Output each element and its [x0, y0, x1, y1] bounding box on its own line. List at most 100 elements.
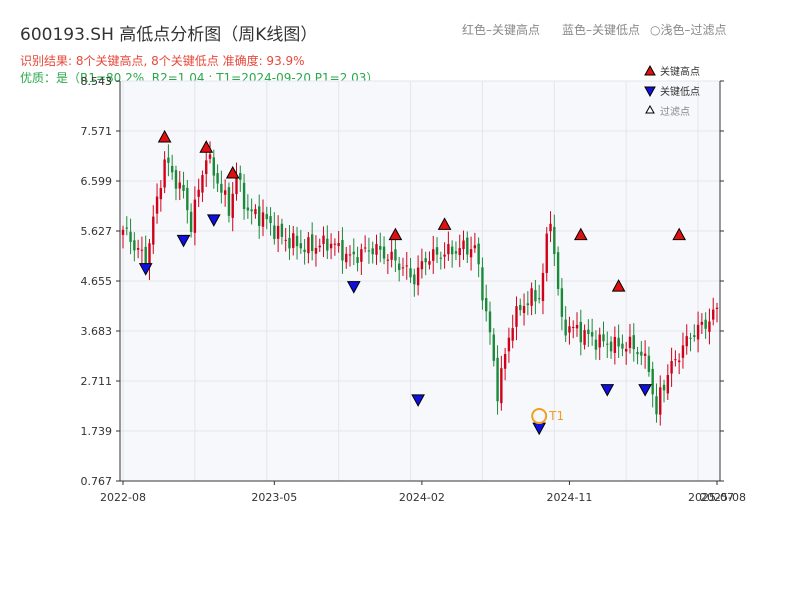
legend-low-icon: [644, 86, 656, 98]
candle-body: [526, 303, 530, 306]
candle-body: [712, 309, 715, 320]
candle-body: [704, 319, 707, 329]
candle-body: [136, 248, 140, 250]
candle-body: [382, 246, 386, 259]
hint-blue-low: 蓝色–关键低点: [562, 23, 641, 37]
legend-filtered-label: 过滤点: [660, 105, 690, 118]
candle-body: [295, 235, 299, 247]
candle-body: [613, 336, 617, 353]
candle-body: [587, 329, 590, 335]
x-tick-label: 2024-02: [399, 491, 445, 504]
candle-body: [261, 212, 265, 227]
chart-title: 600193.SH 高低点分析图（周K线图）: [20, 25, 318, 45]
candle-body: [303, 249, 306, 253]
candle-body: [685, 336, 688, 347]
candle-body: [197, 189, 200, 197]
candle-body: [700, 321, 704, 325]
candle-body: [640, 351, 643, 356]
candle-body: [193, 199, 197, 233]
candle-body: [212, 157, 216, 176]
candle-body: [284, 239, 287, 241]
candle-body: [174, 170, 178, 189]
candle-body: [624, 348, 628, 352]
candle-body: [485, 298, 488, 312]
candle-body: [231, 193, 234, 218]
candle-body: [133, 240, 136, 251]
candle-body: [598, 334, 601, 348]
candle-body: [568, 326, 571, 333]
candle-body: [507, 337, 511, 352]
candle-body: [155, 196, 159, 214]
hint-red-high: 红色–关键高点: [462, 23, 541, 37]
y-tick-label: 6.599: [81, 175, 113, 188]
key-high-marker: [611, 279, 626, 292]
candle-body: [553, 226, 556, 254]
key-high-marker: [573, 227, 588, 241]
candle-body: [121, 229, 125, 235]
candle-body: [530, 288, 533, 306]
y-tick-label: 2.711: [81, 375, 113, 388]
key-high-marker: [199, 140, 214, 153]
candle-body: [307, 237, 310, 254]
candle-body: [708, 321, 711, 332]
candle-body: [227, 187, 231, 216]
key-high-marker: [437, 217, 452, 230]
candle-body: [693, 335, 696, 338]
t1-marker: [531, 408, 548, 425]
candle-body: [326, 238, 329, 251]
candle-body: [643, 353, 647, 356]
candle-body: [636, 352, 639, 355]
candle-body: [280, 223, 284, 237]
key-low-marker: [600, 384, 615, 397]
candle-body: [299, 243, 303, 249]
candle-body: [186, 187, 189, 211]
candle-body: [674, 359, 677, 361]
key-high-marker: [225, 165, 240, 179]
candle-body: [140, 249, 144, 251]
candle-body: [466, 237, 469, 255]
candle-body: [265, 214, 268, 220]
candle-body: [416, 267, 420, 286]
key-low-marker: [138, 263, 153, 276]
candle-body: [239, 173, 242, 180]
candle-body: [216, 173, 219, 184]
candle-body: [572, 327, 575, 329]
candle-body: [242, 182, 246, 209]
candle-body: [235, 175, 238, 195]
t1-label: T1: [548, 409, 564, 423]
candle-body: [258, 206, 261, 226]
candle-body: [345, 253, 348, 263]
candle-body: [602, 334, 605, 342]
candle-body: [492, 334, 495, 361]
y-tick-label: 0.767: [81, 475, 113, 488]
key-low-marker: [638, 384, 652, 397]
candle-body: [462, 240, 465, 250]
candle-body: [677, 360, 681, 363]
candle-body: [409, 268, 412, 278]
candle-body: [481, 267, 484, 301]
candle-body: [609, 341, 613, 352]
key-high-marker: [388, 227, 403, 241]
candle-body: [341, 240, 344, 261]
candle-body: [379, 246, 382, 250]
key-low-marker: [346, 281, 361, 294]
candle-body: [617, 337, 620, 347]
candle-body: [560, 288, 564, 317]
candle-body: [537, 298, 541, 300]
candle-body: [144, 246, 147, 267]
candle-body: [352, 251, 355, 255]
candle-body: [450, 246, 454, 255]
candle-body: [458, 248, 461, 256]
key-low-marker: [206, 214, 221, 227]
candle-body: [250, 209, 253, 212]
candle-body: [254, 209, 257, 215]
candle-body: [189, 211, 193, 232]
y-tick-label: 4.655: [81, 275, 113, 288]
candle-body: [655, 396, 658, 415]
key-high-marker: [672, 227, 687, 241]
candle-body: [405, 265, 408, 267]
legend-filtered-icon: [645, 104, 655, 114]
y-tick-label: 1.739: [81, 425, 113, 438]
